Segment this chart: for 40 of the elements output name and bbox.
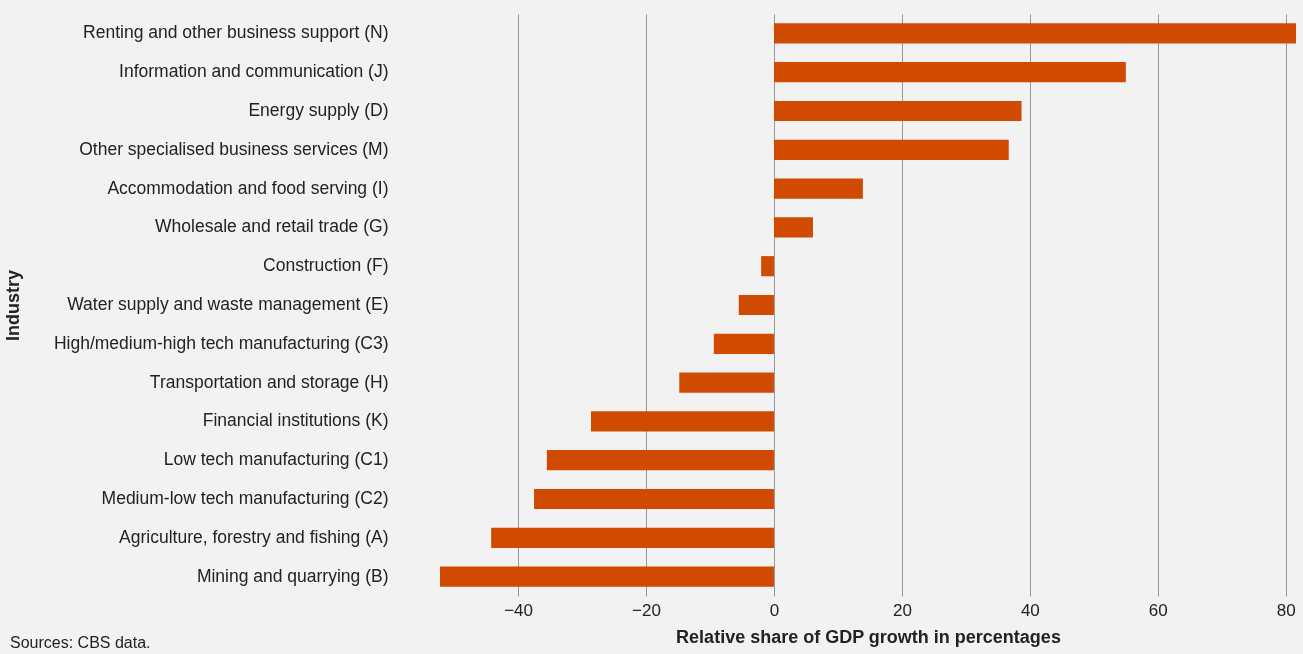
bar: [773, 100, 1022, 122]
bar: [713, 333, 774, 354]
x-tick-label: 40: [1020, 600, 1040, 620]
bar: [773, 139, 1009, 160]
y-tick-label: Construction (F): [263, 255, 389, 276]
bar: [534, 488, 774, 510]
bar: [738, 294, 774, 316]
y-tick-label: Accommodation and food serving (I): [107, 177, 389, 198]
y-tick-label: Information and communication (J): [119, 61, 389, 82]
bar: [679, 372, 774, 393]
bar: [546, 450, 774, 471]
bar: [773, 62, 1126, 83]
x-tick-label: 0: [769, 600, 780, 620]
y-tick-label: Energy supply (D): [248, 100, 389, 120]
bar: [440, 566, 774, 587]
y-tick-label: Mining and quarrying (B): [196, 565, 389, 586]
bar: [761, 256, 774, 277]
y-tick-label: Water supply and waste management (E): [67, 294, 389, 314]
x-tick-label: 80: [1276, 600, 1296, 620]
bar: [590, 411, 774, 432]
y-tick-label: Renting and other business support (N): [83, 22, 389, 43]
y-axis-title: Industry: [2, 269, 23, 342]
x-tick-label: −40: [504, 600, 533, 620]
y-tick-label: Financial institutions (K): [202, 410, 389, 431]
y-tick-label: Medium-low tech manufacturing (C2): [101, 488, 389, 508]
y-tick-label: Wholesale and retail trade (G): [155, 216, 389, 237]
x-tick-label: 60: [1148, 600, 1168, 620]
y-tick-label: Low tech manufacturing (C1): [163, 449, 389, 470]
y-tick-label: Transportation and storage (H): [149, 371, 389, 392]
x-axis-title: Relative share of GDP growth in percentages: [676, 626, 1061, 647]
bar: [773, 23, 1296, 44]
y-tick-label: High/medium-high tech manufacturing (C3): [53, 332, 389, 353]
bar: [773, 178, 863, 199]
x-tick-label: −20: [632, 600, 661, 620]
bar: [773, 217, 813, 238]
bar: [491, 527, 774, 548]
y-tick-label: Other specialised business services (M): [79, 138, 389, 159]
x-tick-label: 20: [892, 600, 912, 620]
y-tick-label: Agriculture, forestry and fishing (A): [119, 526, 389, 547]
source-note: Sources: CBS data.: [10, 634, 151, 652]
